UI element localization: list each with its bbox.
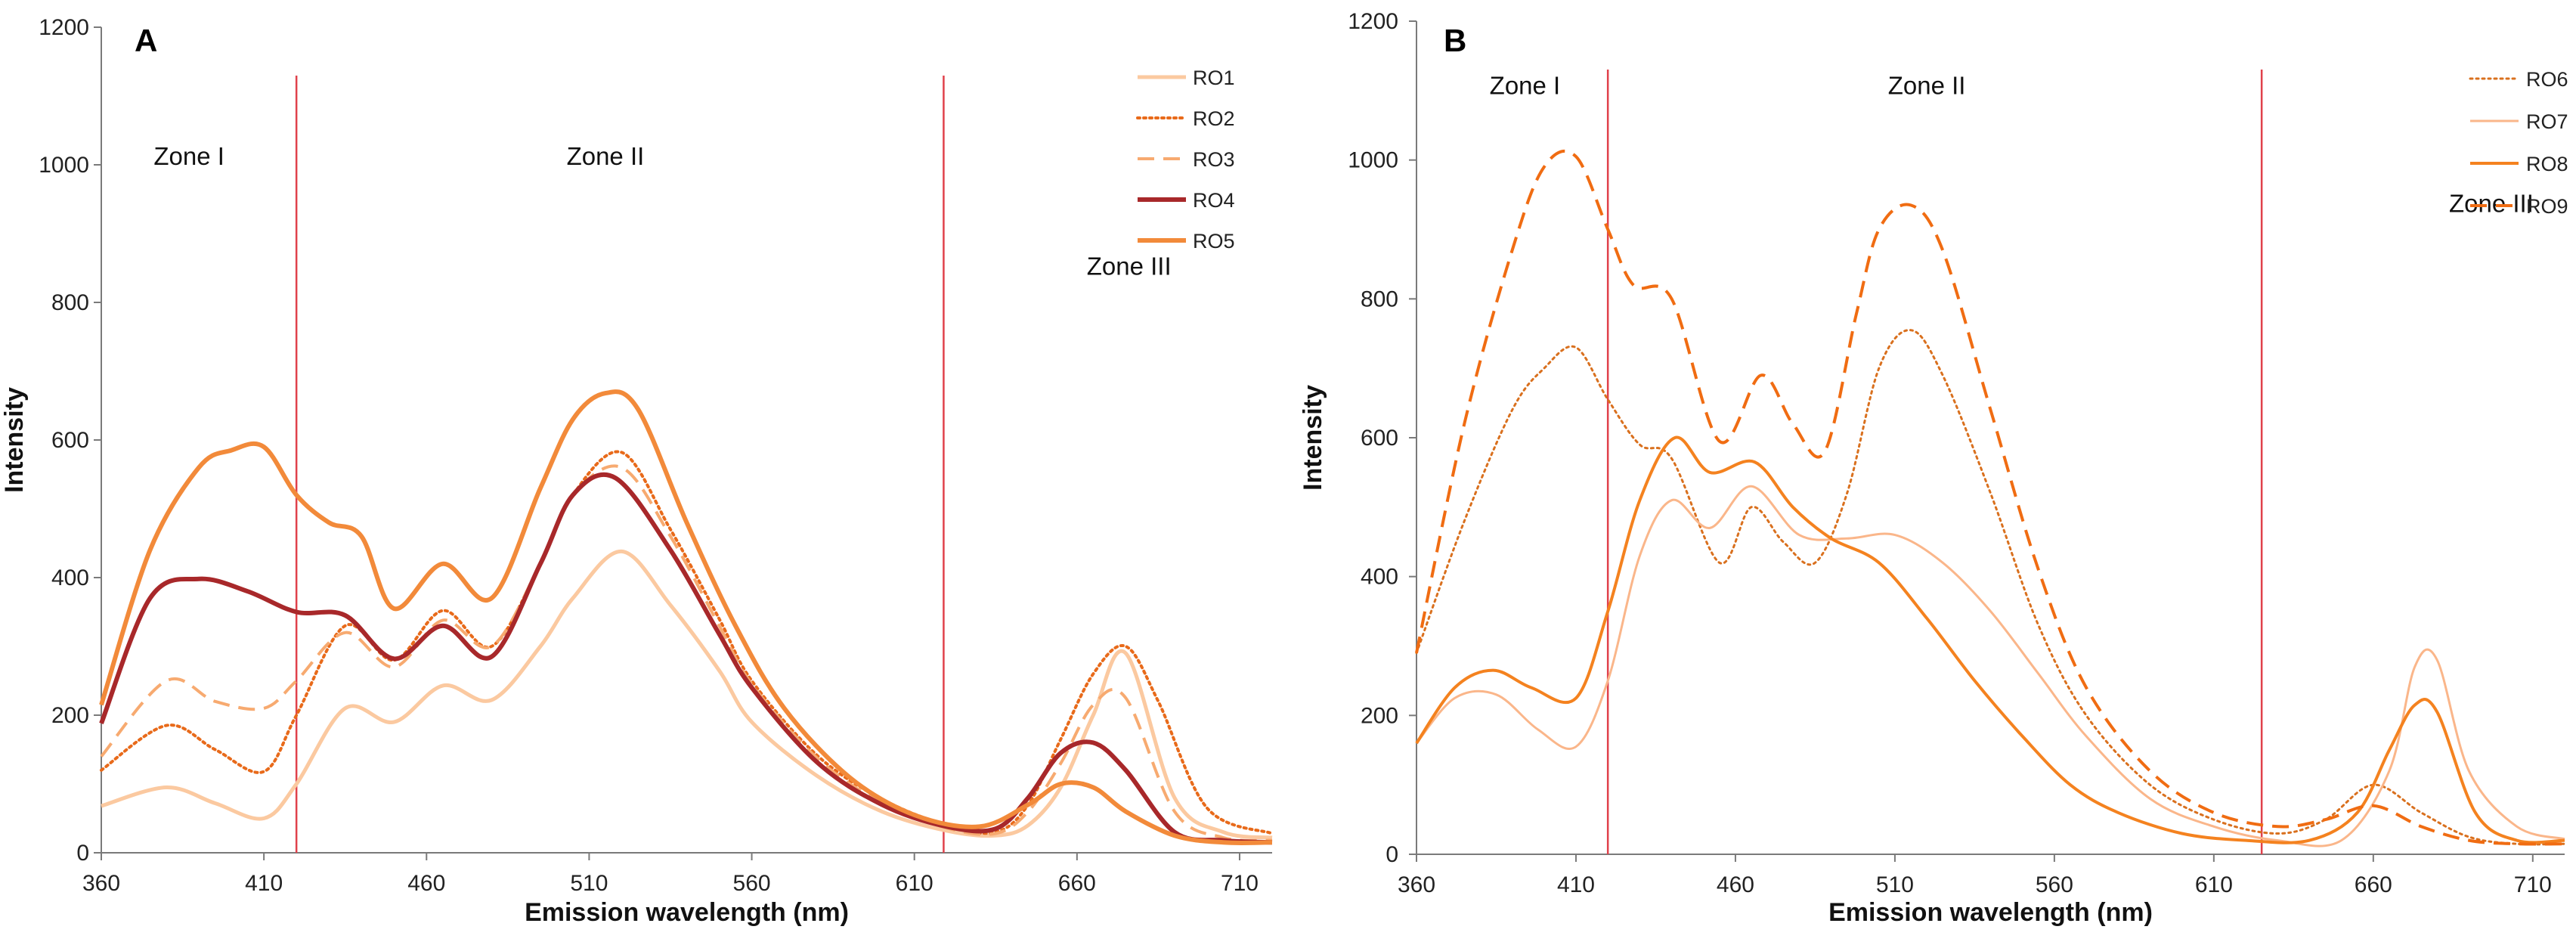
x-tick-label: 610	[2195, 872, 2233, 897]
zone-label: Zone I	[1490, 71, 1561, 99]
y-tick-label: 800	[51, 290, 89, 315]
x-tick-label: 460	[1717, 872, 1754, 897]
y-tick-label: 1000	[1348, 148, 1398, 173]
x-tick-label: 410	[245, 871, 283, 896]
x-tick-label: 360	[82, 871, 120, 896]
x-tick-label: 510	[570, 871, 608, 896]
series-line-ro5	[99, 389, 1273, 846]
series-line-ro3	[100, 464, 1273, 842]
legend-label: RO6	[2526, 68, 2568, 91]
y-axis-title: Intensity	[1299, 385, 1327, 491]
zone-label: Zone III	[1087, 253, 1172, 280]
y-tick-label: 0	[76, 841, 89, 866]
y-tick-label: 200	[51, 703, 89, 728]
legend-label: RO5	[1193, 230, 1235, 253]
series-line-ro4	[99, 472, 1273, 845]
series-line-ro9	[1415, 149, 2565, 846]
legend-label: RO8	[2526, 153, 2568, 175]
series-line-ro8	[1415, 435, 2565, 844]
x-tick-label: 610	[896, 871, 933, 896]
x-axis-title: Emission wavelength (nm)	[1828, 898, 2153, 927]
x-tick-label: 360	[1398, 872, 1435, 897]
legend-label: RO7	[2526, 110, 2568, 133]
legend: RO1 RO2 RO3 RO4 RO5	[1136, 67, 1235, 253]
zone-label: Zone II	[567, 142, 645, 170]
x-tick-label: 710	[1221, 871, 1259, 896]
y-tick-label: 200	[1361, 703, 1398, 728]
legend-label: RO1	[1193, 67, 1235, 89]
y-tick-label: 400	[1361, 565, 1398, 590]
legend: RO6 RO7 RO8 RO9	[2469, 68, 2568, 218]
y-axis-title: Intensity	[0, 387, 29, 493]
chart-panel-a: 0 200 400 600 800 1000 1200 360 410 460 510 560 610 6…	[0, 15, 1274, 927]
zone-label: Zone III	[2449, 190, 2534, 218]
x-tick-label: 660	[2355, 872, 2392, 897]
y-tick-label: 0	[1386, 842, 1398, 867]
series-line-ro2	[100, 450, 1274, 835]
x-tick-label: 410	[1557, 872, 1595, 897]
panel-letter: A	[135, 23, 157, 58]
x-tick-label: 510	[1876, 872, 1914, 897]
legend-label: RO9	[2526, 195, 2568, 218]
y-tick-label: 1200	[1348, 9, 1398, 34]
series-line-ro7	[1415, 485, 2565, 847]
y-tick-label: 1200	[39, 15, 89, 40]
panel-letter: B	[1444, 23, 1466, 58]
chart-panel-b: 0 200 400 600 800 1000 1200 360 410 460 510 560 610 6…	[1299, 9, 2568, 927]
series-line-ro1	[101, 549, 1273, 840]
x-tick-label: 710	[2514, 872, 2552, 897]
zone-label: Zone II	[1888, 71, 1966, 99]
x-tick-label: 560	[733, 871, 771, 896]
y-tick-label: 400	[51, 565, 89, 590]
y-tick-label: 800	[1361, 287, 1398, 311]
legend-label: RO2	[1193, 107, 1235, 130]
y-tick-label: 600	[51, 428, 89, 453]
x-axis-title: Emission wavelength (nm)	[525, 898, 849, 927]
x-tick-label: 460	[407, 871, 445, 896]
y-tick-label: 1000	[39, 153, 89, 178]
legend-label: RO3	[1193, 148, 1235, 171]
y-tick-label: 600	[1361, 426, 1398, 451]
x-tick-label: 660	[1058, 871, 1096, 896]
x-tick-label: 560	[2036, 872, 2073, 897]
zone-label: Zone I	[153, 142, 224, 170]
legend-label: RO4	[1193, 189, 1235, 212]
